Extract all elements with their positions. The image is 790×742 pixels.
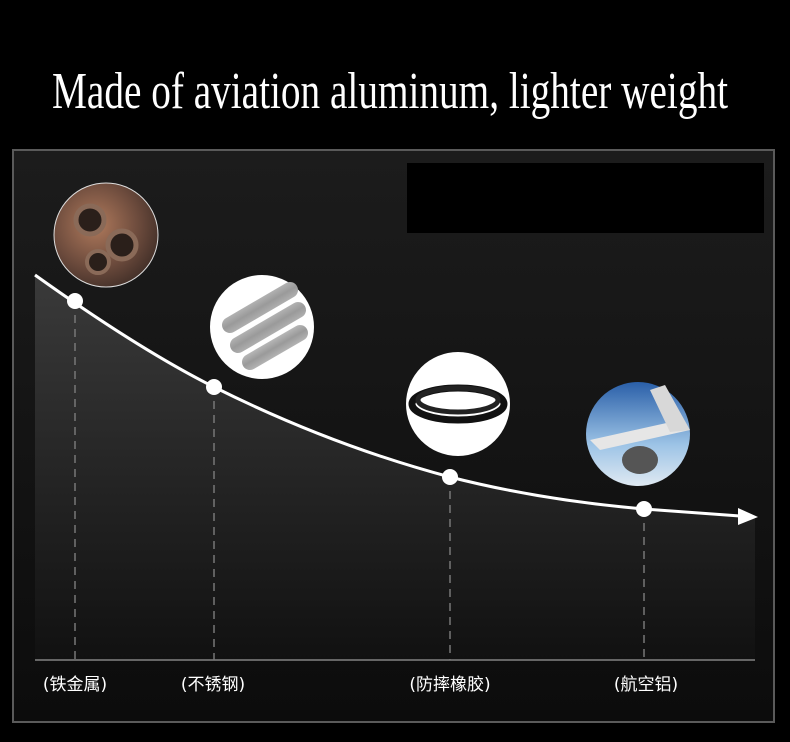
point	[206, 379, 222, 395]
image-circle	[406, 352, 510, 456]
item-label: (航空铝)	[614, 675, 678, 695]
title: Made of aviation aluminum, lighter weigh…	[52, 63, 728, 120]
black-box	[407, 163, 764, 233]
rod	[222, 282, 298, 333]
item-label: (不锈钢)	[181, 675, 245, 695]
engine	[622, 446, 658, 474]
point	[67, 293, 83, 309]
labels: (铁金属) (不锈钢) (防摔橡胶) (航空铝)	[43, 675, 678, 695]
points	[67, 293, 652, 517]
guides	[74, 301, 645, 660]
rod	[242, 325, 308, 370]
wing	[590, 420, 690, 450]
curve	[34, 273, 741, 518]
rubber-ring	[415, 385, 501, 415]
rubber-image	[406, 352, 510, 456]
steel-image	[210, 275, 314, 379]
fuselage	[650, 385, 690, 432]
item-label: (防摔橡胶)	[409, 675, 490, 695]
pipe-end	[105, 228, 139, 262]
rod	[230, 302, 306, 353]
iron-image	[53, 182, 159, 288]
point	[636, 501, 652, 517]
pipe-end	[85, 249, 111, 275]
arrow-head	[738, 508, 758, 525]
point	[442, 469, 458, 485]
item-label: (铁金属)	[43, 675, 107, 695]
curve-area	[35, 275, 755, 660]
aluminum-image	[586, 382, 690, 486]
pipe-end	[73, 203, 107, 237]
